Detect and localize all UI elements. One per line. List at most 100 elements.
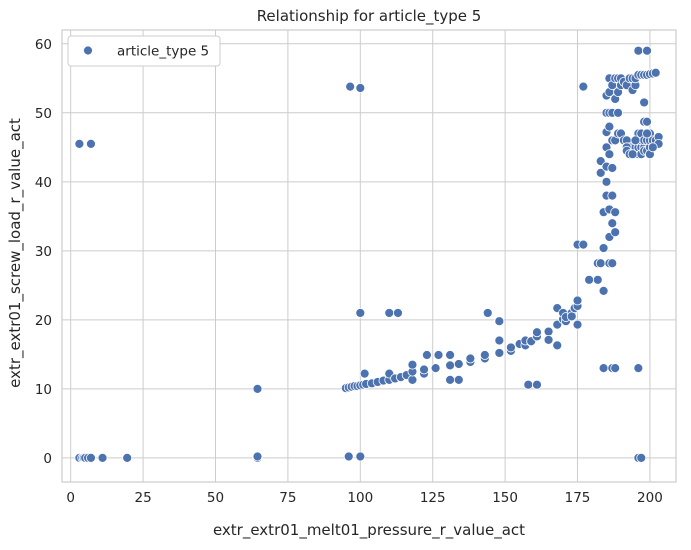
data-point xyxy=(86,138,96,149)
data-point xyxy=(607,258,618,269)
x-tick-label: 50 xyxy=(207,490,224,506)
data-point xyxy=(642,116,652,127)
data-point xyxy=(384,308,395,318)
plot-frame xyxy=(61,29,677,483)
data-point xyxy=(445,350,455,360)
y-tick-labels: 0 10 20 30 40 50 60 xyxy=(35,37,52,467)
data-point xyxy=(566,311,577,322)
data-point xyxy=(647,142,658,153)
data-point xyxy=(532,379,542,390)
data-point xyxy=(494,316,505,327)
data-point xyxy=(122,452,133,463)
x-tick-labels: 0 25 50 75 100 125 150 175 200 xyxy=(66,490,662,506)
y-tick-label: 30 xyxy=(35,244,52,260)
data-point xyxy=(650,67,661,78)
data-point xyxy=(633,363,644,374)
x-tick-label: 150 xyxy=(492,490,518,506)
data-point xyxy=(445,360,455,371)
x-tick-label: 25 xyxy=(135,490,152,506)
data-point xyxy=(433,350,444,360)
data-point xyxy=(636,452,647,463)
data-point xyxy=(523,379,534,390)
data-point xyxy=(572,319,583,330)
data-point xyxy=(482,308,493,318)
data-point xyxy=(627,149,638,160)
y-axis-label: extr_extr01_screw_load_r_value_act xyxy=(6,118,25,388)
x-tick-label: 75 xyxy=(279,490,296,506)
data-point xyxy=(252,451,263,462)
data-point xyxy=(598,243,609,253)
data-point xyxy=(572,295,583,306)
data-point xyxy=(639,97,650,108)
data-point xyxy=(552,340,563,351)
data-point xyxy=(610,227,621,238)
data-point xyxy=(630,135,641,146)
data-point xyxy=(601,176,612,187)
data-point xyxy=(359,368,370,379)
legend-marker xyxy=(83,45,93,56)
data-point xyxy=(97,452,108,463)
y-tick-label: 40 xyxy=(35,175,52,191)
data-point xyxy=(607,190,618,201)
plot-border xyxy=(61,29,677,483)
data-point xyxy=(430,363,441,374)
data-point xyxy=(506,342,516,353)
x-tick-label: 175 xyxy=(565,490,591,506)
data-point xyxy=(598,285,609,296)
data-point xyxy=(607,218,618,229)
y-tick-label: 20 xyxy=(35,313,52,329)
grid xyxy=(62,30,676,482)
data-point xyxy=(465,353,476,364)
data-points xyxy=(74,45,664,463)
data-point xyxy=(543,326,554,337)
x-tick-label: 200 xyxy=(637,490,663,506)
data-point xyxy=(419,364,429,375)
legend-box xyxy=(67,35,221,67)
data-point xyxy=(578,239,589,250)
data-point xyxy=(494,348,505,358)
data-point xyxy=(613,107,623,118)
data-point xyxy=(584,274,595,285)
data-point xyxy=(642,128,652,139)
data-point xyxy=(592,274,603,285)
data-point xyxy=(543,334,554,345)
data-point xyxy=(445,374,455,385)
chart-title: Relationship for article_type 5 xyxy=(257,7,482,26)
data-point xyxy=(494,335,505,346)
x-axis-label: extr_extr01_melt01_pressure_r_value_act xyxy=(213,521,525,540)
data-point xyxy=(610,363,621,374)
legend-label: article_type 5 xyxy=(117,44,209,60)
data-point xyxy=(407,359,418,370)
data-point xyxy=(604,149,615,160)
x-tick-label: 100 xyxy=(347,490,373,506)
y-tick-label: 0 xyxy=(43,451,52,467)
data-point xyxy=(422,350,432,360)
y-tick-label: 60 xyxy=(35,37,52,53)
data-point xyxy=(633,45,644,56)
data-point xyxy=(595,167,606,178)
data-point xyxy=(642,45,652,56)
data-point xyxy=(453,374,464,385)
data-point xyxy=(355,308,366,318)
data-point xyxy=(453,359,464,369)
data-point xyxy=(345,81,356,92)
y-tick-label: 10 xyxy=(35,382,52,398)
data-point xyxy=(407,374,418,385)
data-point xyxy=(578,81,589,92)
data-point xyxy=(343,451,354,462)
data-point xyxy=(355,451,366,462)
x-tick-label: 125 xyxy=(420,490,446,506)
data-point xyxy=(355,83,366,93)
data-point xyxy=(532,327,542,338)
data-point xyxy=(595,258,606,269)
data-point xyxy=(86,452,96,463)
data-point xyxy=(598,363,609,374)
data-point xyxy=(479,350,490,360)
data-point xyxy=(393,308,403,318)
data-point xyxy=(607,163,618,173)
data-point xyxy=(74,138,85,149)
data-point xyxy=(604,121,615,132)
y-tick-label: 50 xyxy=(35,106,52,122)
